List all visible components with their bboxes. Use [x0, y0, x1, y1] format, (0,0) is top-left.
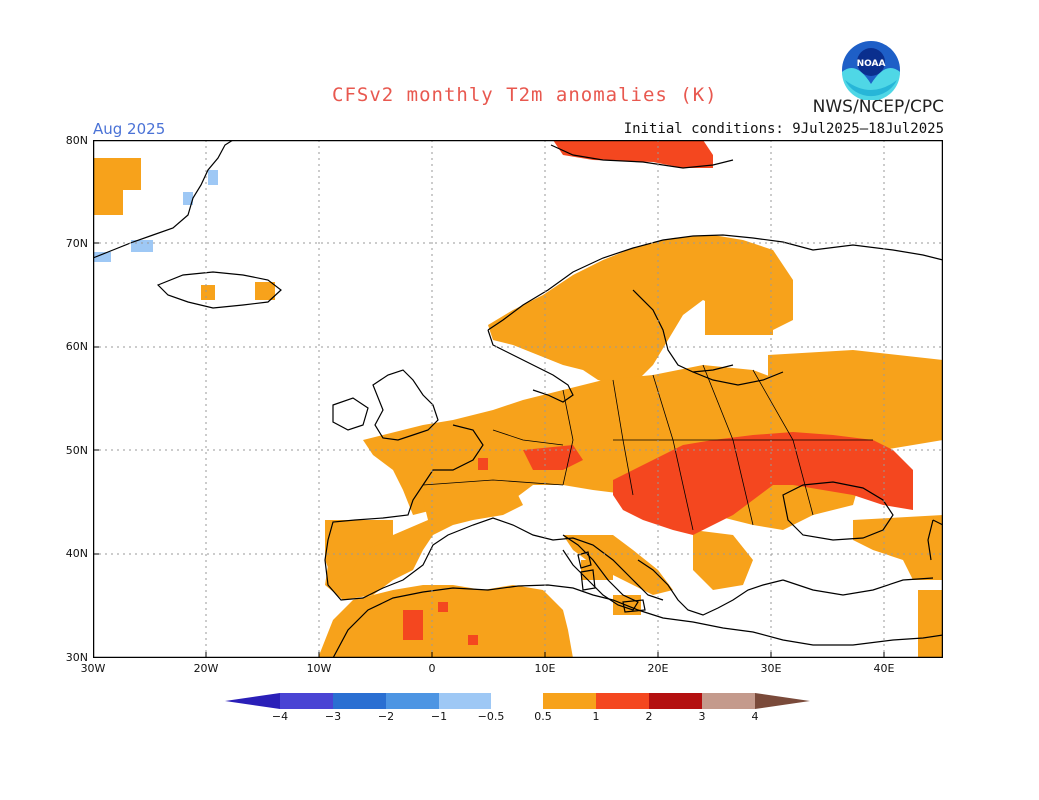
legend-label-neg05: −0.5: [477, 710, 505, 723]
anomaly-region-morocco: [403, 610, 423, 640]
color-legend: [225, 693, 810, 709]
coast-svalbard: [550, 144, 734, 169]
anomaly-region-svalbard: [553, 140, 713, 168]
coast-turkey: [782, 577, 934, 596]
coast-black-sea: [782, 481, 894, 541]
legend-swatch-1-2: [596, 693, 649, 709]
legend-swatch-3-4: [702, 693, 755, 709]
legend-swatch-05-1: [543, 693, 596, 709]
lon-label-20e: 20E: [647, 662, 669, 675]
initial-conditions: Initial conditions: 9Jul2025–18Jul2025: [623, 121, 944, 137]
legend-label-05: 0.5: [534, 710, 552, 723]
anomaly-region-middle-east: [918, 590, 943, 658]
legend-swatch-2-3: [649, 693, 702, 709]
legend-swatch-neutral: [491, 693, 543, 709]
coast-north-africa: [332, 584, 943, 658]
anomaly-region-france: [325, 440, 523, 600]
agency-label: NWS/NCEP/CPC: [812, 97, 944, 117]
coast-corsica: [577, 551, 592, 569]
lat-label-30n: 30N: [65, 651, 88, 664]
legend-swatch-neg2-neg1: [386, 693, 439, 709]
lat-label-50n: 50N: [65, 444, 88, 457]
lat-label-70n: 70N: [65, 237, 88, 250]
coast-italy: [562, 534, 639, 611]
noaa-logo-text: NOAA: [857, 59, 886, 69]
anomaly-region-iberia: [325, 520, 393, 580]
coast-sardinia: [580, 569, 596, 591]
coast-caspian: [927, 519, 943, 561]
coast-gulf-finland: [692, 371, 784, 386]
anomaly-region-balkans: [693, 530, 753, 590]
coast-great-britain: [372, 369, 439, 441]
legend-label-neg1: −1: [430, 710, 448, 723]
noaa-logo-icon: NOAA: [842, 41, 900, 100]
map-grid: [93, 140, 943, 658]
anomaly-region-spot-north-africa: [438, 602, 448, 612]
anomaly-region-iceland-east: [255, 282, 275, 300]
map-title: CFSv2 monthly T2m anomalies (K): [332, 84, 718, 106]
lon-label-10e: 10E: [534, 662, 556, 675]
anomaly-region-greenland: [93, 158, 141, 215]
coast-balkans: [637, 559, 784, 616]
legend-label-neg2: −2: [377, 710, 395, 723]
legend-swatch-above-4: [755, 693, 810, 709]
lon-label-0: 0: [428, 662, 436, 675]
coast-western-europe: [324, 424, 664, 601]
legend-swatch-neg3-neg2: [333, 693, 386, 709]
legend-swatch-neg1-neg05: [439, 693, 491, 709]
anomaly-region-greenland-cold-spot: [183, 192, 193, 205]
lon-label-40e: 40E: [873, 662, 895, 675]
anomaly-region-greenland-cold-east: [208, 170, 218, 185]
anomaly-region-iceland-west: [201, 285, 215, 300]
coast-iceland: [156, 271, 282, 309]
legend-label-neg4: −4: [271, 710, 289, 723]
anomaly-map: [93, 140, 943, 658]
anomaly-region-spot-algeria: [468, 635, 478, 645]
coast-ireland: [332, 397, 369, 431]
legend-swatch-neg4-neg3: [280, 693, 333, 709]
map-frame: [93, 140, 943, 658]
lat-label-60n: 60N: [65, 340, 88, 353]
lon-label-20w: 20W: [193, 662, 219, 675]
coastlines: [93, 140, 943, 658]
lon-label-30e: 30E: [760, 662, 782, 675]
lat-label-80n: 80N: [65, 134, 88, 147]
coast-gulf-bothnia: [632, 289, 734, 373]
anomaly-region-finland: [705, 260, 773, 335]
lon-label-30w: 30W: [80, 662, 106, 675]
coast-norway: [487, 234, 943, 331]
legend-label-4: 4: [751, 710, 759, 723]
coast-sweden-south: [487, 329, 574, 403]
anomaly-region-caucasus: [853, 515, 943, 580]
coast-sicily: [622, 599, 646, 613]
country-borders-horizontal: [422, 429, 873, 486]
legend-label-1: 1: [592, 710, 600, 723]
lat-label-40n: 40N: [65, 547, 88, 560]
legend-label-3: 3: [698, 710, 706, 723]
lon-label-10w: 10W: [306, 662, 332, 675]
anomaly-region-greenland-cold-west: [93, 252, 111, 262]
anomaly-region-west-russia: [768, 350, 943, 450]
legend-swatch-below-neg4: [225, 693, 280, 709]
legend-label-2: 2: [645, 710, 653, 723]
forecast-month: Aug 2025: [93, 120, 166, 138]
anomaly-region-spot-france: [478, 458, 488, 470]
legend-label-neg3: −3: [324, 710, 342, 723]
